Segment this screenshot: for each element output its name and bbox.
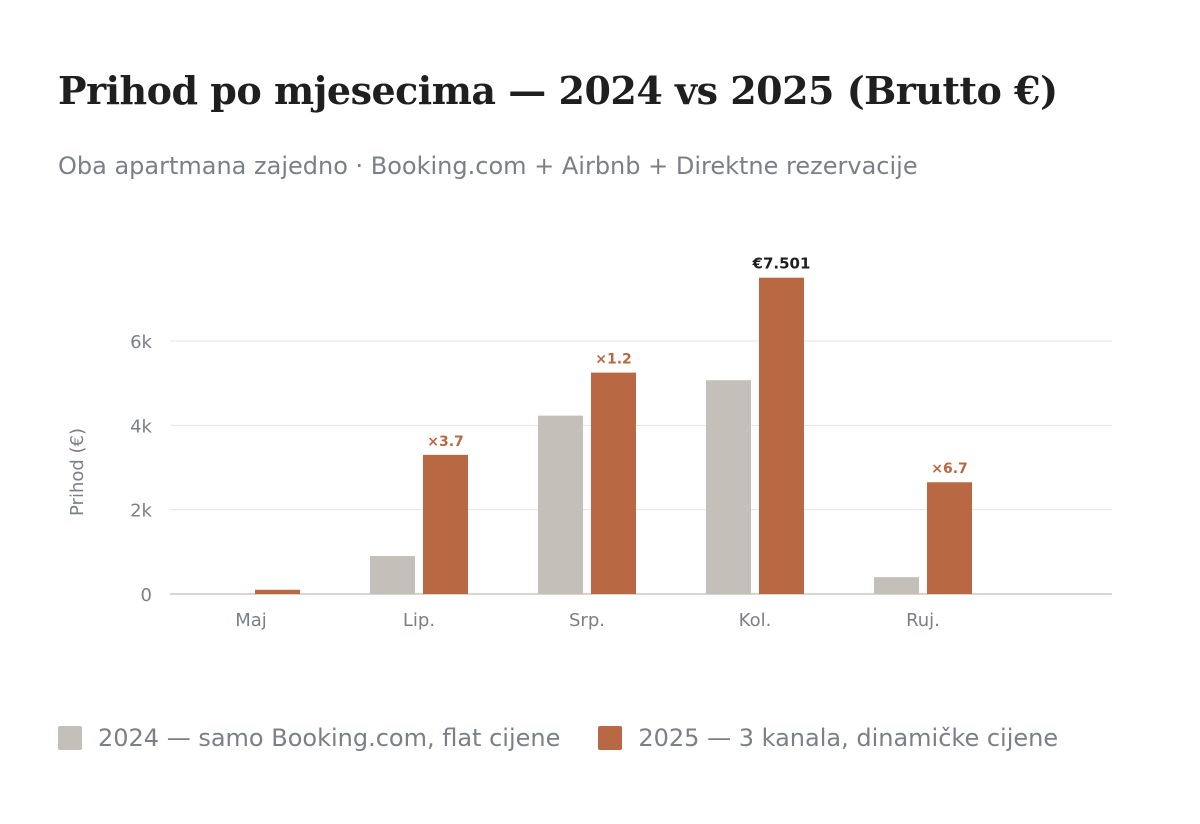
y-tick-label: 2k xyxy=(130,501,152,522)
legend-swatch-2024 xyxy=(58,726,82,750)
x-tick-label: Maj xyxy=(235,610,267,631)
legend-label-2025: 2025 — 3 kanala, dinamičke cijene xyxy=(638,724,1059,752)
bar-2025-Lip. xyxy=(423,454,468,594)
y-tick-label: 6k xyxy=(130,332,152,353)
y-axis-label: Prihod (€) xyxy=(67,428,88,516)
data-label: ×6.7 xyxy=(931,461,968,477)
x-tick-label: Srp. xyxy=(569,610,605,631)
x-tick-label: Lip. xyxy=(403,610,435,631)
bar-2025-Kol. xyxy=(759,277,804,594)
legend-label-2024: 2024 — samo Booking.com, flat cijene xyxy=(98,724,561,752)
x-tick-label: Ruj. xyxy=(906,610,940,631)
bar-chart: 0 2k 4k 6k Prihod (€) Maj Lip. ×3.7 Srp. ×1.2 Kol.… xyxy=(67,255,1112,631)
bar-2024-Kol. xyxy=(706,380,751,594)
bar-2025-Ruj. xyxy=(927,482,972,594)
y-tick-label: 0 xyxy=(141,585,152,606)
chart-legend: 2024 — samo Booking.com, flat cijene 202… xyxy=(58,724,1096,752)
bar-2024-Lip. xyxy=(370,556,415,594)
bar-2024-Srp. xyxy=(538,415,583,594)
x-tick-label: Kol. xyxy=(739,610,772,631)
legend-item-2025: 2025 — 3 kanala, dinamičke cijene xyxy=(598,724,1058,752)
data-label: ×1.2 xyxy=(595,352,632,368)
legend-item-2024: 2024 — samo Booking.com, flat cijene xyxy=(58,724,560,752)
bar-2025-Srp. xyxy=(591,372,636,594)
legend-swatch-2025 xyxy=(598,726,623,750)
data-label: ×3.7 xyxy=(427,434,464,450)
y-tick-label: 4k xyxy=(130,416,152,437)
data-label: €7.501 xyxy=(752,255,811,273)
bar-2024-Ruj. xyxy=(874,577,919,594)
chart-subtitle: Oba apartmana zajedno · Booking.com + Ai… xyxy=(58,152,918,180)
bar-2025-Maj xyxy=(255,589,300,594)
chart-title: Prihod po mjesecima — 2024 vs 2025 (Brut… xyxy=(58,68,1058,113)
